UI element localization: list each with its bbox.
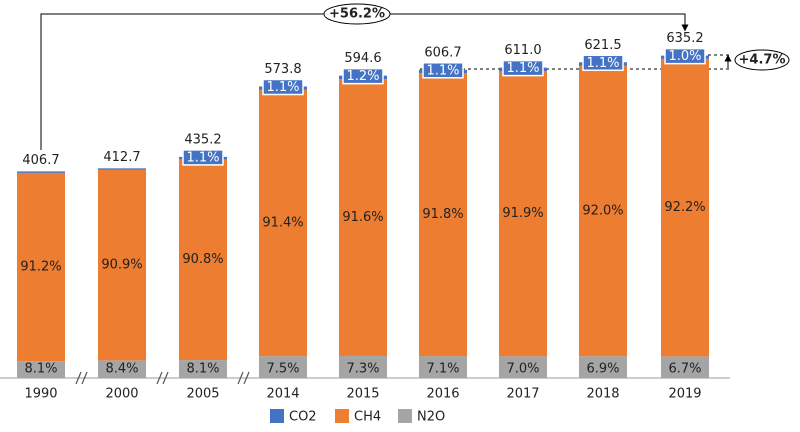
data-label: 6.9% bbox=[586, 362, 619, 377]
data-label: 1.2% bbox=[346, 69, 379, 84]
bar-segment bbox=[179, 159, 227, 361]
data-label: 91.6% bbox=[342, 210, 383, 225]
x-tick-label: 2005 bbox=[186, 387, 219, 402]
x-tick-label: 2000 bbox=[105, 387, 138, 402]
label-box bbox=[582, 54, 624, 72]
x-tick-label: 2015 bbox=[346, 387, 379, 402]
total-label: 406.7 bbox=[22, 153, 59, 168]
label-box bbox=[422, 62, 464, 79]
data-label: 1.0% bbox=[668, 49, 701, 64]
data-label: 1.1% bbox=[186, 150, 219, 165]
data-label: 1.1% bbox=[426, 63, 459, 78]
data-label: 1.1% bbox=[586, 56, 619, 71]
data-label: 90.9% bbox=[101, 258, 142, 273]
bar-segment bbox=[17, 172, 65, 362]
data-label: 7.3% bbox=[346, 362, 379, 377]
data-label: 8.1% bbox=[186, 362, 219, 377]
bar-segment bbox=[17, 171, 65, 173]
bar-segment bbox=[339, 355, 387, 378]
bar-segment bbox=[98, 168, 146, 170]
total-label: 635.2 bbox=[666, 31, 703, 46]
data-label: 7.0% bbox=[506, 362, 539, 377]
data-label: 1.1% bbox=[266, 80, 299, 95]
bar-segment bbox=[661, 356, 709, 378]
data-label: 91.9% bbox=[502, 206, 543, 221]
x-tick-label: 2014 bbox=[266, 387, 299, 402]
data-label: 91.4% bbox=[262, 215, 303, 230]
annotation-bubble bbox=[734, 49, 790, 71]
data-label: 92.0% bbox=[582, 203, 623, 218]
data-label: 90.8% bbox=[182, 252, 223, 267]
data-label: 92.2% bbox=[664, 200, 705, 215]
label-box bbox=[182, 149, 224, 166]
bar-segment bbox=[17, 361, 65, 378]
data-label: 7.1% bbox=[426, 362, 459, 377]
legend-swatch bbox=[270, 409, 284, 423]
legend-label: CH4 bbox=[354, 410, 381, 425]
annotation: +56.2% bbox=[329, 7, 385, 22]
total-label: 611.0 bbox=[504, 43, 541, 58]
axis-breaks bbox=[75, 371, 250, 385]
bar-segment bbox=[98, 169, 146, 361]
annotation: +4.7% bbox=[739, 53, 786, 68]
x-tick-label: 1990 bbox=[24, 387, 57, 402]
label-box bbox=[342, 67, 384, 85]
bar-segment bbox=[419, 356, 467, 378]
bar-segment bbox=[259, 89, 307, 357]
total-label: 573.8 bbox=[264, 62, 301, 77]
bar-segment bbox=[579, 356, 627, 378]
data-label: 91.2% bbox=[20, 260, 61, 275]
label-box bbox=[262, 78, 304, 96]
bar-segment bbox=[179, 360, 227, 378]
bar-segment bbox=[661, 58, 709, 357]
bar-segment bbox=[499, 71, 547, 357]
bar-segment bbox=[259, 356, 307, 378]
data-label: 7.5% bbox=[266, 362, 299, 377]
total-label: 606.7 bbox=[424, 45, 461, 60]
data-label: 8.4% bbox=[105, 362, 138, 377]
total-label: 412.7 bbox=[103, 150, 140, 165]
bar-segment bbox=[499, 356, 547, 378]
bar-segment bbox=[339, 79, 387, 356]
x-tick-label: 2017 bbox=[506, 387, 539, 402]
label-box bbox=[664, 47, 706, 65]
data-label: 6.7% bbox=[668, 362, 701, 377]
data-label: 91.8% bbox=[422, 207, 463, 222]
bar-segment bbox=[98, 360, 146, 378]
data-label: 1.1% bbox=[506, 61, 539, 76]
bar-segment bbox=[419, 73, 467, 357]
total-label: 594.6 bbox=[344, 51, 381, 66]
legend-label: N2O bbox=[417, 410, 445, 425]
annotation-bubble bbox=[323, 3, 391, 25]
data-label: 8.1% bbox=[24, 362, 57, 377]
x-tick-label: 2018 bbox=[586, 387, 619, 402]
bar-segment bbox=[579, 65, 627, 357]
x-tick-label: 2016 bbox=[426, 387, 459, 402]
legend-swatch bbox=[398, 409, 412, 423]
total-label: 621.5 bbox=[584, 38, 621, 53]
x-tick-label: 2019 bbox=[668, 387, 701, 402]
total-label: 435.2 bbox=[184, 132, 221, 147]
legend-label: CO2 bbox=[289, 410, 317, 425]
legend-swatch bbox=[335, 409, 349, 423]
label-box bbox=[502, 59, 544, 77]
